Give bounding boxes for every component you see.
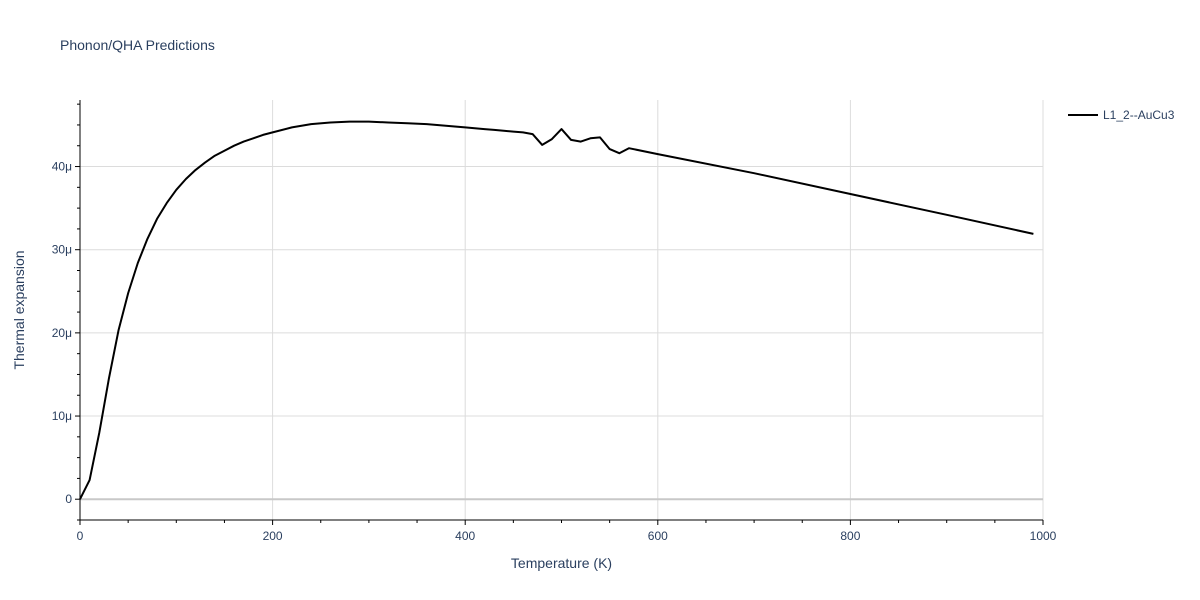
x-tick-label: 800 [840, 529, 860, 543]
y-tick-label: 10μ [52, 409, 72, 423]
x-tick-label: 0 [77, 529, 84, 543]
series-line [79, 120, 1034, 500]
y-tick-label: 20μ [52, 326, 72, 340]
chart-title: Phonon/QHA Predictions [60, 37, 215, 53]
legend[interactable]: L1_2--AuCu3 [1068, 108, 1175, 122]
legend-label: L1_2--AuCu3 [1103, 108, 1175, 122]
y-tick-label: 30μ [52, 243, 72, 257]
grid [80, 100, 1044, 520]
axes [79, 100, 1043, 521]
x-axis-title: Temperature (K) [511, 555, 612, 571]
x-tick-label: 200 [263, 529, 283, 543]
y-tick-label: 0 [65, 492, 72, 506]
plot-area [79, 120, 1034, 500]
x-tick-label: 400 [455, 529, 475, 543]
x-tick-label: 600 [648, 529, 668, 543]
x-tick-label: 1000 [1030, 529, 1057, 543]
y-axis-ticks: 0 10μ 20μ 30μ 40μ [52, 103, 80, 521]
x-axis-ticks: 0 200 400 600 800 1000 [77, 520, 1057, 543]
y-axis-title: Thermal expansion [11, 250, 27, 369]
y-tick-label: 40μ [52, 160, 72, 174]
